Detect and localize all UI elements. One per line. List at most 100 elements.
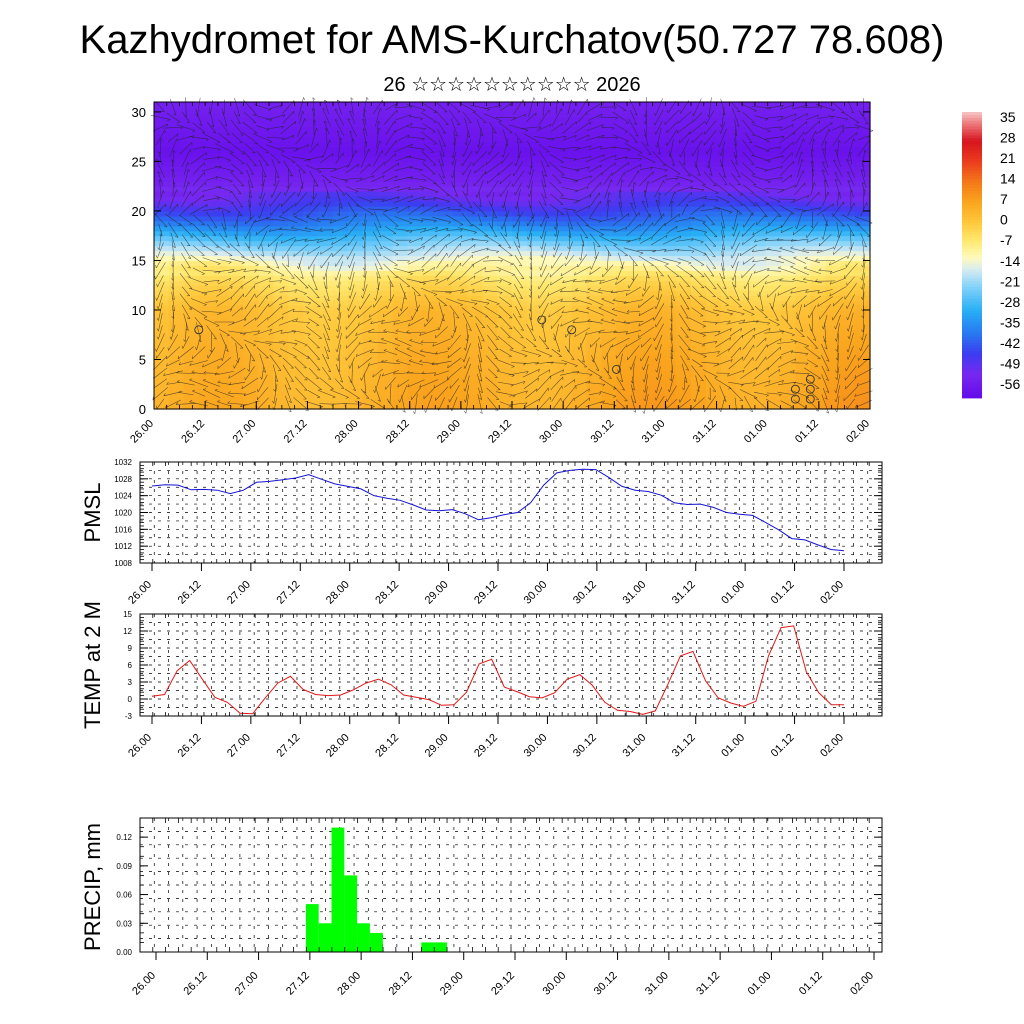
x-tick-label: 26.12 (181, 970, 209, 998)
y-tick-label: 0.12 (116, 833, 132, 842)
x-tick-label: 01.12 (769, 579, 797, 607)
calm-marker (805, 384, 815, 394)
calm-marker (611, 364, 621, 374)
x-tick-label: 30.12 (571, 732, 599, 760)
y-tick-label: 6 (128, 661, 133, 670)
x-tick-label: 31.12 (694, 970, 722, 998)
y-tick-label: 1016 (114, 525, 132, 534)
x-tick-label: 27.00 (225, 579, 253, 607)
y-tick-label: 1008 (114, 559, 132, 568)
x-tick-label: 28.12 (373, 579, 401, 607)
calm-marker (537, 315, 547, 325)
temp2m-grid (140, 614, 882, 716)
colorbar-label: 14 (1000, 171, 1016, 187)
x-tick-label: 30.00 (522, 732, 550, 760)
calm-marker (805, 394, 815, 404)
x-tick-label: 30.00 (537, 418, 565, 446)
x-tick-label: 31.00 (643, 970, 671, 998)
y-tick-label: 0.06 (116, 891, 132, 900)
x-tick-label: 29.00 (423, 732, 451, 760)
x-tick-label: 31.12 (670, 732, 698, 760)
x-tick-label: 30.00 (522, 579, 550, 607)
precip-bar (357, 923, 370, 952)
pmsl-ylabel: PMSL (80, 483, 105, 543)
y-tick-label: 9 (128, 644, 133, 653)
y-tick-label: 20 (132, 204, 146, 219)
x-tick-label: 30.12 (571, 579, 599, 607)
wind-vectors (150, 97, 874, 414)
x-tick-label: 01.00 (719, 579, 747, 607)
x-tick-label: 02.00 (818, 732, 846, 760)
x-tick-label: 01.12 (769, 732, 797, 760)
y-tick-label: 15 (132, 253, 146, 268)
colorbar-label: 21 (1000, 150, 1016, 166)
y-tick-label: 0.00 (116, 948, 132, 957)
x-tick-label: 01.12 (793, 418, 821, 446)
y-tick-label: 5 (139, 352, 146, 367)
page-subtitle: 26 ☆☆☆☆☆☆☆☆☆☆ 2026 (383, 74, 641, 96)
colorbar-label: -28 (1000, 294, 1020, 310)
colorbar-label: -42 (1000, 335, 1020, 351)
x-tick-label: 26.00 (126, 579, 154, 607)
x-tick-label: 29.12 (472, 579, 500, 607)
x-tick-label: 02.00 (844, 418, 872, 446)
y-tick-label: 1032 (114, 458, 132, 467)
x-tick-label: 26.12 (176, 732, 204, 760)
x-tick-label: 26.00 (128, 418, 156, 446)
colorbar-label: 0 (1000, 212, 1008, 228)
page-title: Kazhydromet for AMS-Kurchatov(50.727 78.… (79, 18, 945, 62)
y-tick-label: 1020 (114, 509, 132, 518)
x-tick-label: 28.00 (333, 418, 361, 446)
x-tick-label: 27.12 (284, 970, 312, 998)
x-tick-label: 26.12 (176, 579, 204, 607)
y-tick-label: 10 (132, 303, 146, 318)
precip-bars (305, 827, 447, 952)
calm-marker (790, 384, 800, 394)
x-tick-label: 26.00 (130, 970, 158, 998)
colorbar-label: -7 (1000, 232, 1013, 248)
colorbar-label: -14 (1000, 253, 1020, 269)
x-tick-label: 31.00 (640, 418, 668, 446)
colorbar-label: -49 (1000, 356, 1020, 372)
x-tick-label: 01.00 (719, 732, 747, 760)
precip-bar (305, 904, 319, 952)
y-tick-label: 1012 (114, 542, 132, 551)
y-tick-label: 30 (132, 105, 146, 120)
precip-bar (421, 942, 435, 952)
precip-bar (318, 923, 332, 952)
colorbar-label: 7 (1000, 191, 1008, 207)
colorbar (962, 112, 982, 399)
x-tick-label: 29.00 (435, 418, 463, 446)
x-tick-label: 27.00 (230, 418, 258, 446)
x-tick-label: 01.00 (746, 970, 774, 998)
colorbar-label: 35 (1000, 109, 1016, 125)
x-tick-label: 02.00 (848, 970, 876, 998)
calm-marker (567, 325, 577, 335)
colorbar-label: -56 (1000, 376, 1020, 392)
x-tick-label: 01.12 (797, 970, 825, 998)
precip-bar (434, 942, 447, 952)
precip-ylabel: PRECIP, mm (80, 823, 105, 951)
x-tick-label: 30.12 (592, 970, 620, 998)
y-tick-label: 15 (123, 610, 132, 619)
x-tick-label: 29.00 (423, 579, 451, 607)
x-tick-label: 29.12 (486, 418, 514, 446)
calm-marker (805, 374, 815, 384)
y-tick-label: 1028 (114, 475, 132, 484)
temp2m-ylabel: TEMP at 2 M (80, 601, 105, 729)
x-tick-label: 28.00 (324, 579, 352, 607)
x-tick-label: 26.12 (179, 418, 207, 446)
x-tick-label: 30.12 (588, 418, 616, 446)
x-tick-label: 27.12 (274, 579, 302, 607)
pmsl-grid (140, 462, 882, 563)
x-tick-label: 27.00 (233, 970, 261, 998)
y-tick-label: 0.03 (116, 919, 132, 928)
y-tick-label: 0 (128, 695, 133, 704)
colorbar-label: -21 (1000, 273, 1020, 289)
x-tick-label: 28.00 (324, 732, 352, 760)
precip-bar (331, 827, 345, 952)
y-tick-label: 0 (139, 402, 146, 417)
x-tick-label: 01.00 (742, 418, 770, 446)
x-tick-label: 29.12 (472, 732, 500, 760)
